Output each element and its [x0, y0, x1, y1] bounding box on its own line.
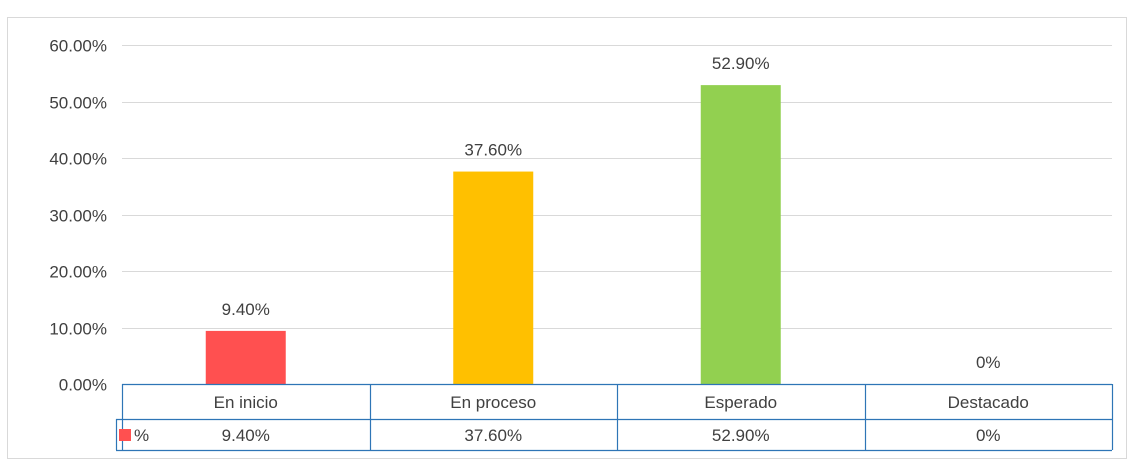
- y-tick-label: 60.00%: [49, 37, 107, 56]
- category-label: Esperado: [704, 393, 777, 412]
- table-value: 9.40%: [222, 426, 270, 445]
- data-label: 0%: [976, 353, 1001, 372]
- data-label: 52.90%: [712, 54, 770, 73]
- y-tick-label: 50.00%: [49, 94, 107, 113]
- bar: [453, 171, 534, 384]
- data-label: 37.60%: [464, 141, 522, 160]
- data-label: 9.40%: [222, 300, 270, 319]
- table-value: 52.90%: [712, 426, 770, 445]
- bar: [700, 85, 781, 385]
- y-tick-label: 20.00%: [49, 263, 107, 282]
- y-axis-tick-labels: 0.00% 10.00% 20.00% 30.00% 40.00% 50.00% 60.00…: [49, 37, 107, 395]
- y-tick-label: 0.00%: [59, 376, 107, 395]
- gridlines: [122, 45, 1112, 329]
- data-labels: 9.40% 37.60% 52.90% 0%: [222, 54, 1001, 372]
- bar-chart: 0.00% 10.00% 20.00% 30.00% 40.00% 50.00% 60.00…: [49, 37, 1114, 452]
- y-tick-label: 10.00%: [49, 320, 107, 339]
- y-tick-label: 40.00%: [49, 150, 107, 169]
- category-label: En proceso: [450, 393, 536, 412]
- bars: [205, 85, 781, 385]
- chart-area: 0.00% 10.00% 20.00% 30.00% 40.00% 50.00% 60.00…: [7, 17, 1127, 459]
- category-label: Destacado: [948, 393, 1029, 412]
- y-tick-label: 30.00%: [49, 207, 107, 226]
- table-value: 0%: [976, 426, 1001, 445]
- category-label: En inicio: [214, 393, 278, 412]
- table-value: 37.60%: [464, 426, 522, 445]
- legend-series-name: %: [134, 426, 149, 445]
- bar: [205, 330, 286, 384]
- data-table: En inicio En proceso Esperado Destacado% 9.4…: [115, 383, 1114, 452]
- legend-swatch: [119, 429, 131, 441]
